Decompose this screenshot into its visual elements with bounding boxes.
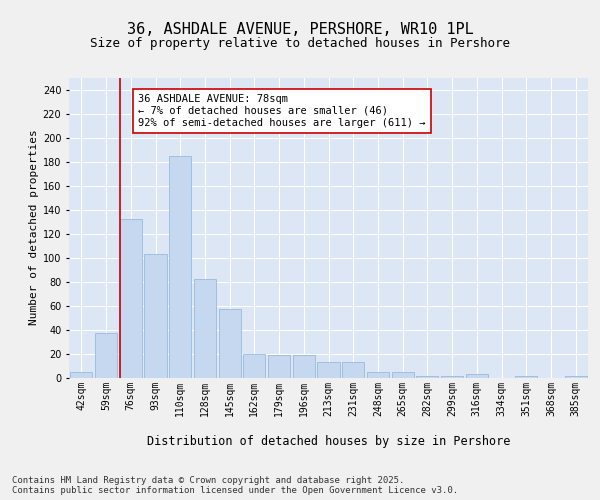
Bar bbox=[515, 376, 538, 378]
Text: 36, ASHDALE AVENUE, PERSHORE, WR10 1PL: 36, ASHDALE AVENUE, PERSHORE, WR10 1PL bbox=[127, 22, 473, 38]
Bar bbox=[95, 333, 117, 378]
Bar bbox=[392, 372, 414, 378]
Bar bbox=[145, 254, 167, 378]
Bar bbox=[268, 354, 290, 378]
Text: Size of property relative to detached houses in Pershore: Size of property relative to detached ho… bbox=[90, 38, 510, 51]
Bar bbox=[218, 309, 241, 378]
Bar bbox=[243, 354, 265, 378]
Bar bbox=[367, 372, 389, 378]
Bar bbox=[416, 376, 439, 378]
Bar bbox=[342, 362, 364, 378]
Bar bbox=[441, 376, 463, 378]
Y-axis label: Number of detached properties: Number of detached properties bbox=[29, 130, 38, 326]
Text: Distribution of detached houses by size in Pershore: Distribution of detached houses by size … bbox=[147, 435, 511, 448]
Bar bbox=[194, 279, 216, 378]
Bar bbox=[565, 376, 587, 378]
Bar bbox=[293, 354, 315, 378]
Text: Contains HM Land Registry data © Crown copyright and database right 2025.
Contai: Contains HM Land Registry data © Crown c… bbox=[12, 476, 458, 495]
Bar bbox=[70, 372, 92, 378]
Bar bbox=[466, 374, 488, 378]
Bar bbox=[169, 156, 191, 378]
Bar bbox=[317, 362, 340, 378]
Bar bbox=[119, 219, 142, 378]
Text: 36 ASHDALE AVENUE: 78sqm
← 7% of detached houses are smaller (46)
92% of semi-de: 36 ASHDALE AVENUE: 78sqm ← 7% of detache… bbox=[138, 94, 426, 128]
